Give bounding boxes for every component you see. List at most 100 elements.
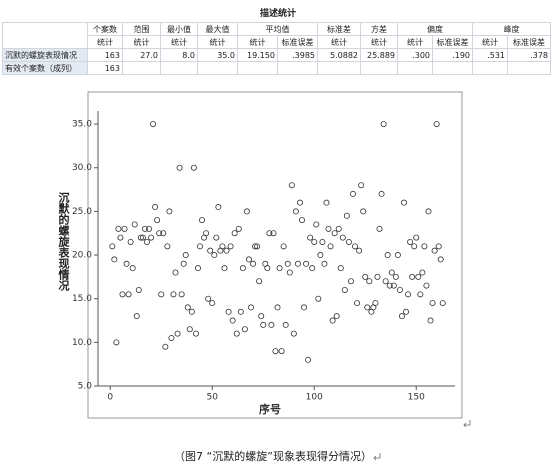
- point: [254, 243, 261, 250]
- point: [131, 221, 138, 228]
- point: [288, 182, 295, 189]
- point: [141, 225, 148, 232]
- point: [127, 238, 134, 245]
- point: [168, 334, 175, 341]
- point: [148, 234, 155, 241]
- column-header: 最大值: [197, 22, 238, 36]
- point: [305, 356, 312, 363]
- point: [178, 291, 185, 298]
- point: [111, 256, 118, 263]
- point: [123, 260, 130, 267]
- point: [337, 265, 344, 272]
- point: [366, 278, 373, 285]
- point: [425, 208, 432, 215]
- point: [413, 234, 420, 241]
- point: [439, 300, 446, 307]
- point: [233, 330, 240, 337]
- point: [225, 308, 232, 315]
- point: [264, 265, 271, 272]
- caption-text: （图7 “沉默的螺旋”现象表现得分情况）: [174, 450, 372, 463]
- point: [252, 243, 259, 250]
- point: [184, 304, 191, 311]
- point: [156, 230, 163, 237]
- point: [311, 238, 318, 245]
- point: [382, 278, 389, 285]
- point: [388, 269, 395, 276]
- point: [298, 217, 305, 224]
- y-tick-label: 5.0: [78, 382, 93, 392]
- y-tick-label: 25.0: [72, 207, 92, 217]
- x-axis-label: 序号: [259, 402, 281, 416]
- column-header: 峰度: [472, 22, 551, 36]
- table-title: 描述统计: [259, 9, 296, 19]
- point: [115, 225, 122, 232]
- point: [188, 308, 195, 315]
- point: [307, 234, 314, 241]
- point: [349, 190, 356, 197]
- y-tick-label: 30.0: [72, 163, 92, 173]
- row-label: 有效个案数（成列）: [2, 61, 88, 75]
- point: [229, 317, 236, 324]
- y-tick-label: 15.0: [72, 294, 92, 304]
- point: [209, 300, 216, 307]
- point: [186, 326, 193, 333]
- point: [215, 204, 222, 211]
- sub-header: 统计: [317, 35, 361, 49]
- caption: （图7 “沉默的螺旋”现象表现得分情况）: [0, 448, 556, 464]
- point: [205, 295, 212, 302]
- x-tick-label: 150: [408, 393, 425, 403]
- point: [335, 225, 342, 232]
- point: [423, 282, 430, 289]
- point: [133, 313, 140, 320]
- point: [343, 212, 350, 219]
- point: [378, 190, 385, 197]
- point: [405, 291, 412, 298]
- point: [290, 330, 297, 337]
- point: [396, 286, 403, 293]
- point: [284, 260, 291, 267]
- point: [266, 230, 273, 237]
- point: [294, 260, 301, 267]
- point: [250, 260, 257, 267]
- point: [237, 308, 244, 315]
- point: [380, 121, 387, 128]
- point: [419, 269, 426, 276]
- point: [301, 304, 308, 311]
- point: [150, 121, 157, 128]
- point: [172, 269, 179, 276]
- point: [403, 308, 410, 315]
- column-header: 范围: [122, 22, 161, 36]
- point: [125, 291, 132, 298]
- point: [145, 225, 152, 232]
- point: [176, 164, 183, 171]
- point: [319, 238, 326, 245]
- point: [386, 282, 393, 289]
- point: [407, 238, 414, 245]
- point: [360, 208, 367, 215]
- point: [180, 260, 187, 267]
- point: [129, 265, 136, 272]
- sub-header: 统计: [472, 35, 508, 49]
- sub-header: 标准误差: [277, 35, 318, 49]
- point: [243, 208, 250, 215]
- point: [352, 243, 359, 250]
- point: [274, 304, 281, 311]
- point: [394, 252, 401, 259]
- point: [392, 273, 399, 280]
- point: [272, 348, 279, 355]
- point: [258, 313, 265, 320]
- point: [333, 313, 340, 320]
- x-tick-label: 100: [306, 393, 323, 403]
- point: [325, 225, 332, 232]
- point: [429, 300, 436, 307]
- point: [182, 252, 189, 259]
- point: [286, 269, 293, 276]
- y-axis-label: 沉默的螺旋表现情况: [57, 192, 70, 291]
- point: [260, 321, 267, 328]
- point: [256, 278, 263, 285]
- point: [117, 234, 124, 241]
- point: [135, 286, 142, 293]
- point: [164, 243, 171, 250]
